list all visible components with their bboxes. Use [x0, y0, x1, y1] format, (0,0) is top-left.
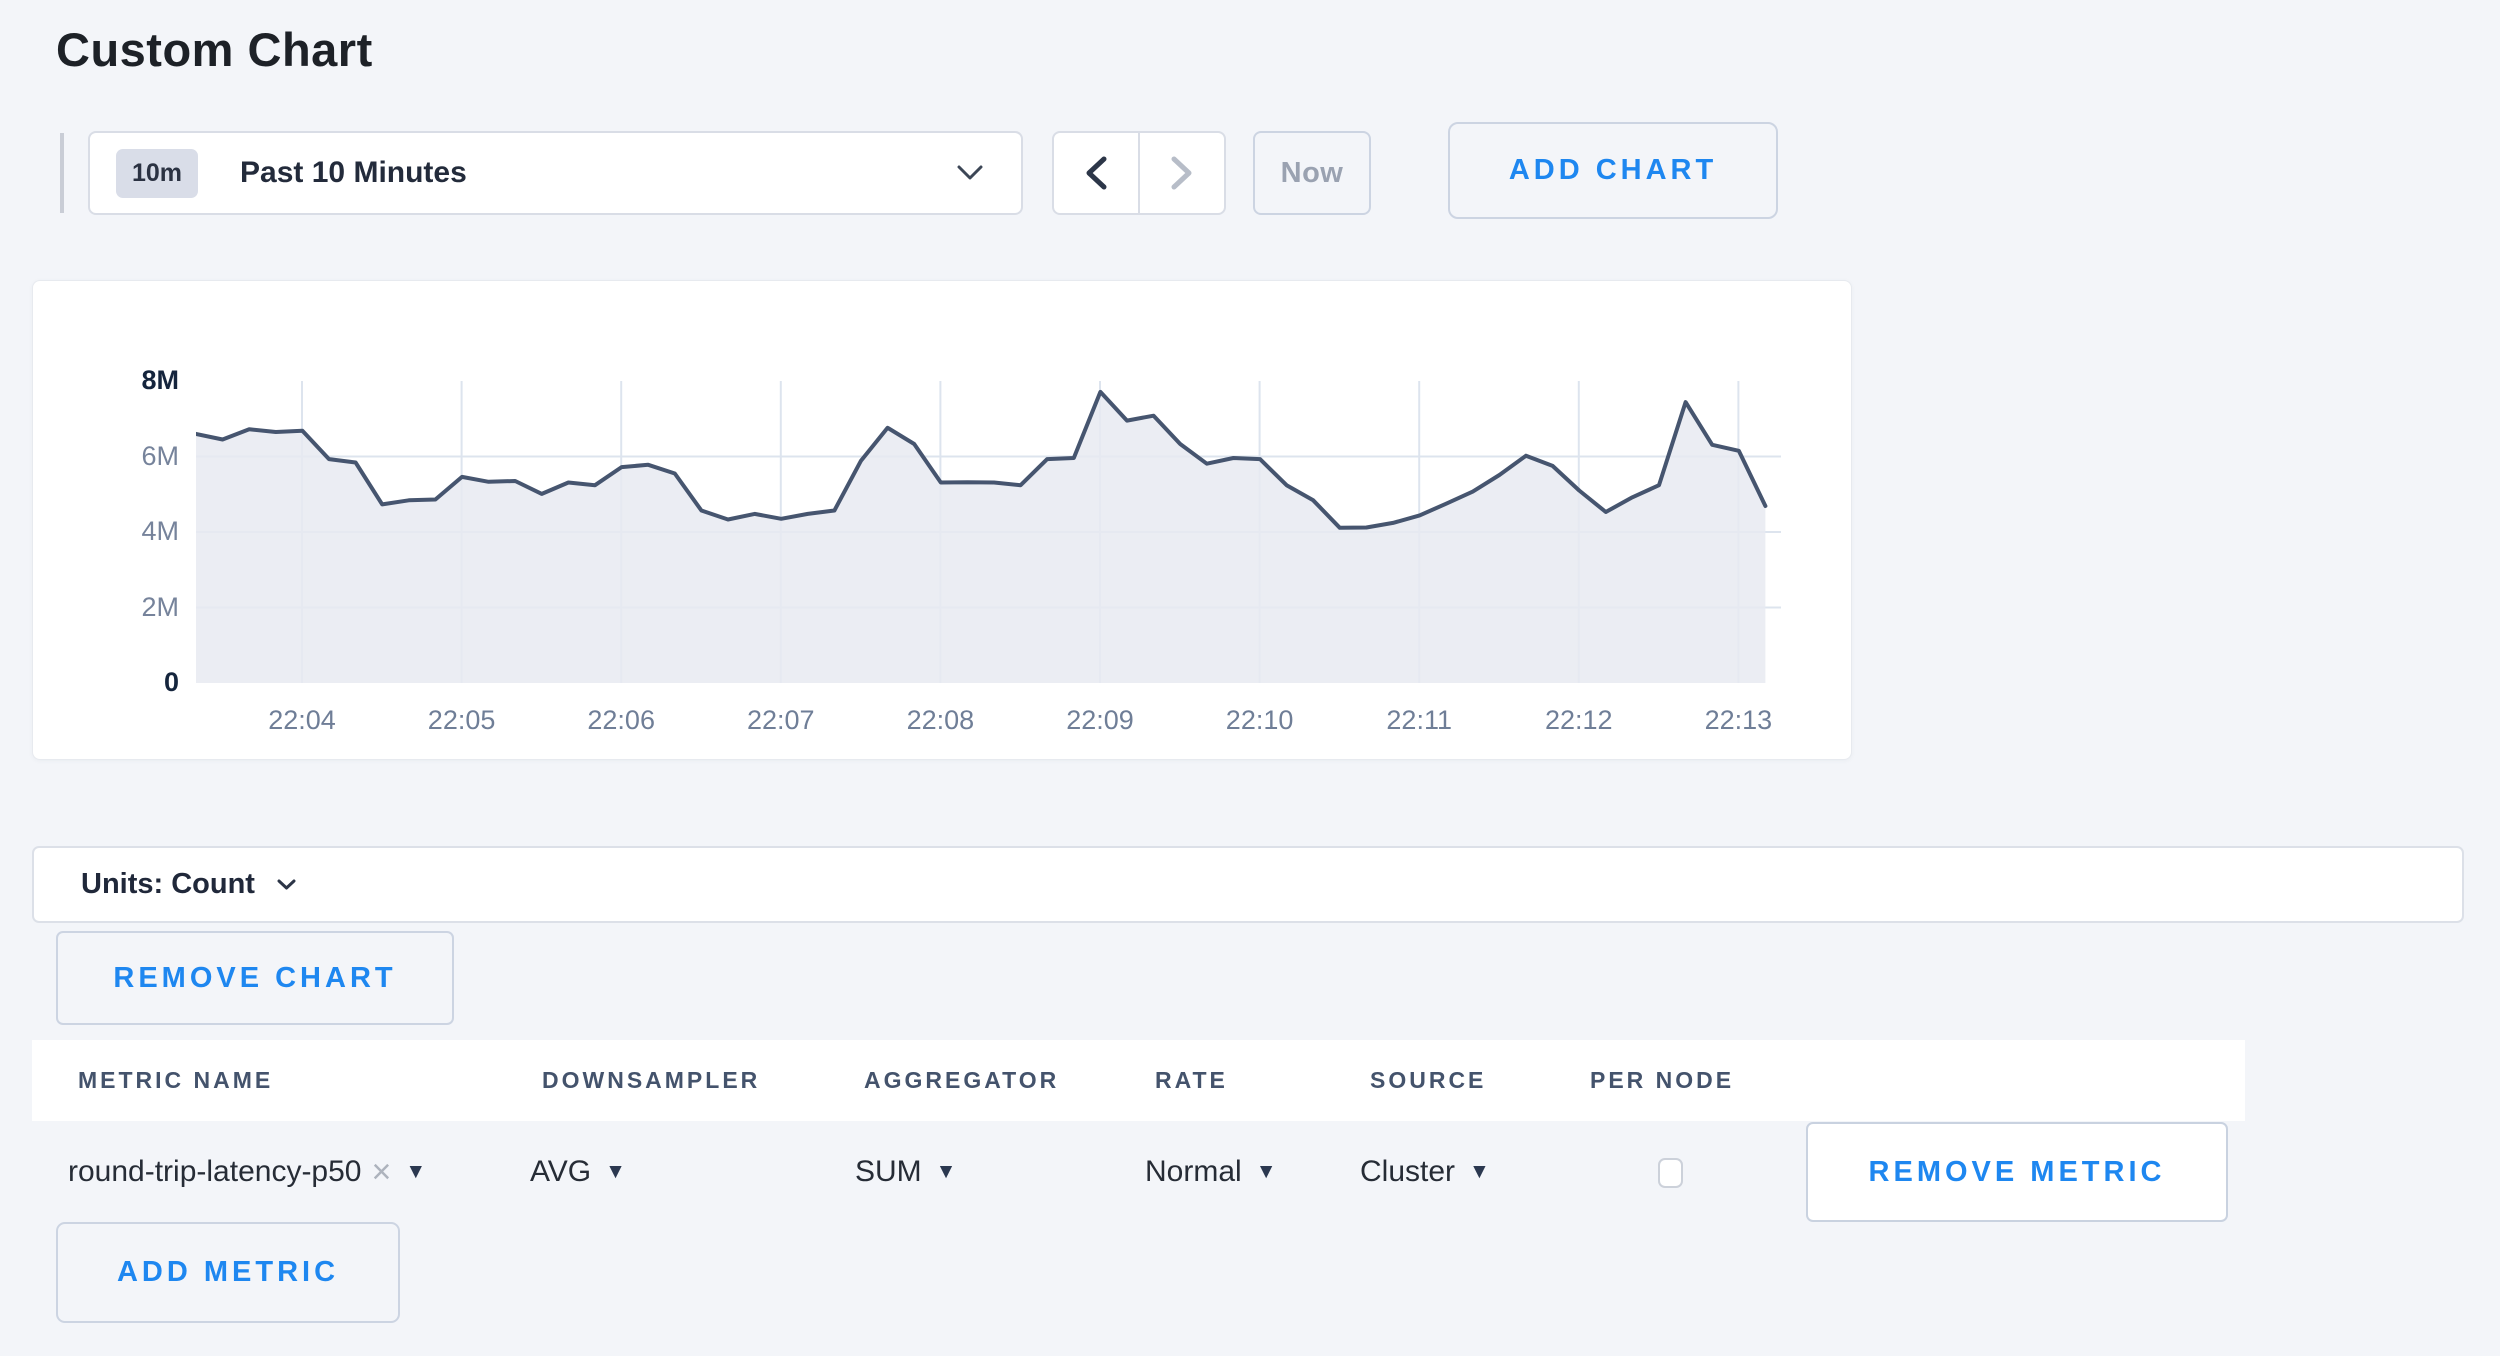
per-node-checkbox[interactable]: [1658, 1158, 1683, 1188]
remove-metric-button[interactable]: REMOVE METRIC: [1806, 1122, 2228, 1222]
next-time-button[interactable]: [1140, 133, 1224, 213]
col-header-rate: RATE: [1155, 1067, 1228, 1093]
custom-chart-panel: 8M 6M 4M 2M 0 22:04 22:05 22:06 22:07 22:08 22:09…: [32, 280, 1852, 760]
time-range-dropdown[interactable]: 10m Past 10 Minutes: [88, 131, 1023, 215]
x-tick-label: 22:10: [1225, 705, 1294, 735]
col-header-per-node: PER NODE: [1590, 1067, 1735, 1093]
latency-series-line: [196, 389, 1768, 530]
chevron-left-icon: [1085, 156, 1107, 190]
dropdown-arrow-icon: ▼: [405, 1160, 427, 1183]
x-tick-label: 22:13: [1704, 705, 1773, 735]
rate-dropdown[interactable]: Normal ▼: [1145, 1122, 1276, 1222]
dropdown-arrow-icon: ▼: [605, 1160, 626, 1183]
chevron-right-icon: [1171, 156, 1193, 190]
metric-name-value: round-trip-latency-p50: [68, 1155, 362, 1188]
units-label: Units: Count: [81, 868, 255, 900]
latency-series-area: [196, 391, 1766, 683]
units-bar: Units: Count: [32, 846, 2464, 923]
source-value: Cluster: [1360, 1155, 1456, 1188]
downsampler-dropdown[interactable]: AVG ▼: [530, 1122, 626, 1222]
x-tick-label: 22:05: [427, 705, 496, 735]
chevron-down-icon: [957, 165, 983, 181]
col-header-aggregator: AGGREGATOR: [864, 1067, 1060, 1093]
dropdown-arrow-icon: ▼: [1255, 1160, 1277, 1183]
time-window-nav: [1052, 131, 1226, 215]
x-tick-label: 22:11: [1386, 705, 1452, 735]
chart-svg[interactable]: [196, 381, 1796, 683]
prev-time-button[interactable]: [1054, 133, 1140, 213]
x-tick-label: 22:08: [906, 705, 975, 735]
x-tick-label: 22:07: [747, 705, 815, 735]
y-tick-label: 4M: [141, 516, 179, 546]
aggregator-value: SUM: [855, 1155, 922, 1188]
time-range-label: Past 10 Minutes: [240, 156, 467, 189]
y-tick-label: 2M: [141, 591, 179, 622]
add-chart-button[interactable]: ADD CHART: [1448, 122, 1778, 219]
now-button[interactable]: Now: [1253, 131, 1371, 215]
toolbar-divider: [60, 133, 64, 213]
metric-name-dropdown[interactable]: round-trip-latency-p50 × ▼: [68, 1122, 426, 1222]
page-title: Custom Chart: [56, 23, 373, 76]
x-tick-label: 22:09: [1066, 705, 1134, 735]
x-tick-label: 22:12: [1545, 705, 1613, 735]
col-header-metric-name: METRIC NAME: [78, 1067, 274, 1093]
x-tick-label: 22:04: [268, 705, 336, 735]
dropdown-arrow-icon: ▼: [935, 1160, 957, 1183]
aggregator-dropdown[interactable]: SUM ▼: [855, 1122, 956, 1222]
x-tick-label: 22:06: [587, 705, 655, 735]
units-dropdown[interactable]: Units: Count: [81, 868, 296, 901]
rate-value: Normal: [1145, 1155, 1242, 1188]
col-header-downsampler: DOWNSAMPLER: [542, 1067, 761, 1093]
remove-tag-icon[interactable]: ×: [371, 1153, 392, 1191]
metrics-table-header: METRIC NAME DOWNSAMPLER AGGREGATOR RATE …: [32, 1040, 2245, 1121]
chevron-down-icon: [277, 879, 296, 891]
remove-chart-button[interactable]: REMOVE CHART: [56, 931, 454, 1025]
source-dropdown[interactable]: Cluster ▼: [1360, 1122, 1490, 1222]
col-header-source: SOURCE: [1370, 1067, 1487, 1093]
dropdown-arrow-icon: ▼: [1469, 1160, 1490, 1183]
downsampler-value: AVG: [530, 1155, 592, 1188]
add-metric-button[interactable]: ADD METRIC: [56, 1222, 400, 1323]
y-tick-label: 6M: [141, 440, 179, 471]
time-range-badge: 10m: [116, 148, 199, 198]
y-tick-label: 0: [163, 667, 179, 697]
y-tick-label: 8M: [141, 365, 179, 395]
